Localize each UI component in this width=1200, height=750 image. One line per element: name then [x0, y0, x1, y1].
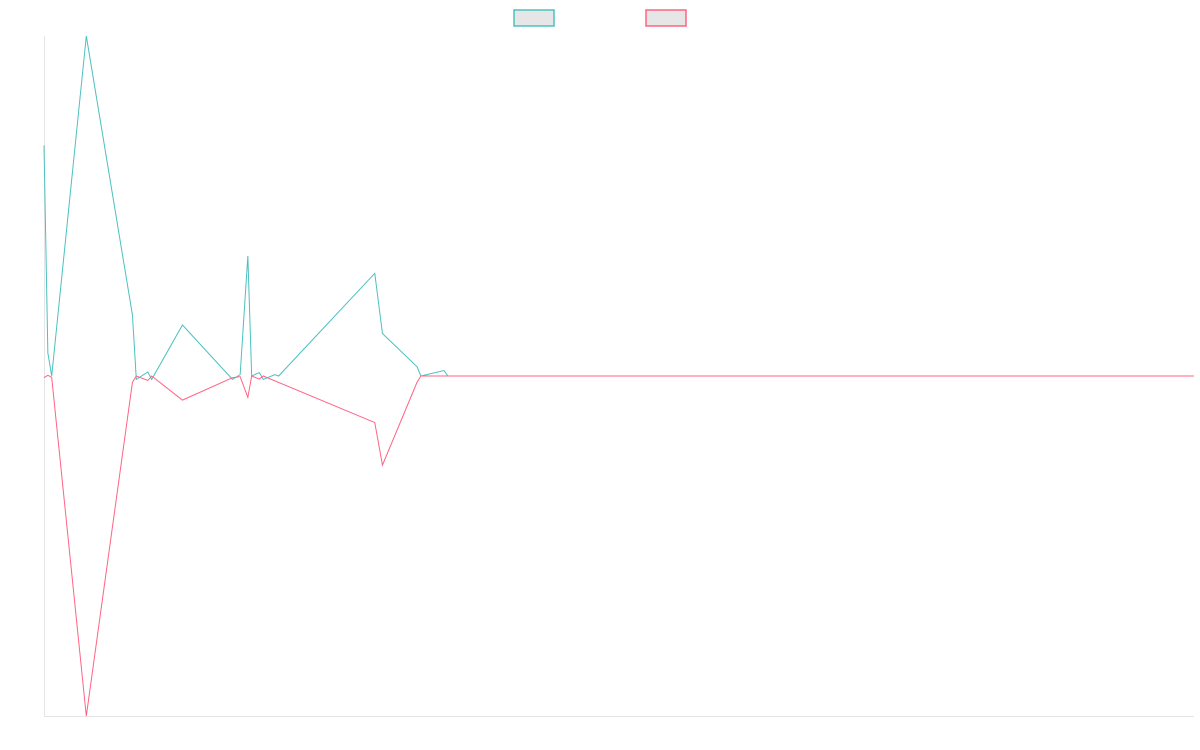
- legend-swatch-1[interactable]: [513, 9, 555, 27]
- legend-swatch-2[interactable]: [645, 9, 687, 27]
- series-line-1: [43, 35, 1194, 381]
- series-layer: [43, 35, 1194, 717]
- legend[interactable]: [513, 9, 687, 27]
- series-line-2: [43, 374, 1194, 717]
